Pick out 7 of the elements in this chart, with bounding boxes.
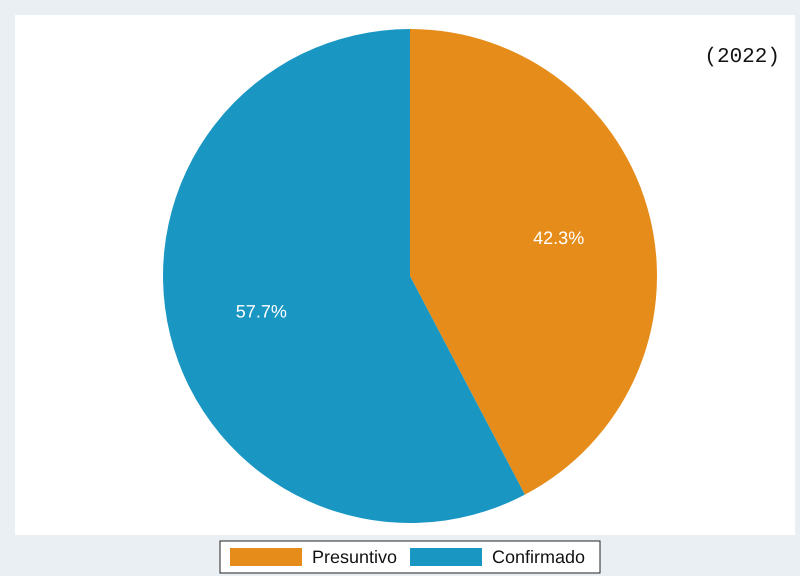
legend-label: Presuntivo xyxy=(312,547,398,567)
pie-slice xyxy=(163,29,525,523)
data-label: 42.3% xyxy=(533,228,584,248)
pie-slice xyxy=(410,29,657,495)
legend-label: Confirmado xyxy=(492,547,586,567)
data-label: 57.7% xyxy=(236,301,287,322)
text: (2022) xyxy=(704,46,780,69)
